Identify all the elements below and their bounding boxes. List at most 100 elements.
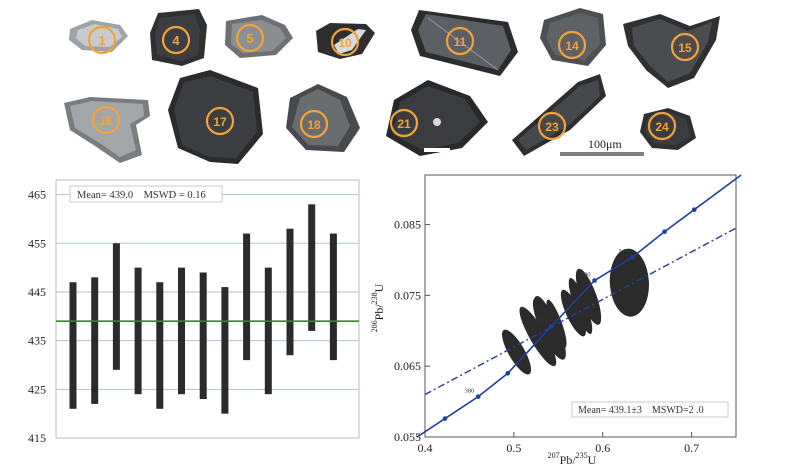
grain-label-ring <box>557 30 587 60</box>
zircon-grain: 23 <box>512 74 606 156</box>
grain-label: 23 <box>545 120 559 134</box>
zircon-grain: 16 <box>64 97 150 163</box>
y-tick-label: 435 <box>28 334 46 348</box>
grain-label: 16 <box>99 114 113 128</box>
age-marker <box>548 324 554 329</box>
data-ellipse <box>568 277 593 335</box>
grain-label: 14 <box>565 39 579 53</box>
data-ellipse <box>519 306 557 367</box>
age-bar <box>199 272 207 400</box>
x-tick-label: 0.4 <box>418 441 433 455</box>
legend-box <box>571 401 729 418</box>
grain-label-ring <box>647 111 677 141</box>
zircon-grain: 21 <box>386 80 488 156</box>
grain-label-ring <box>670 32 700 62</box>
x-axis-label: 207Pb/235U <box>548 451 597 465</box>
scale-bar <box>560 152 644 156</box>
axis-ticks: 0.4 0.5 0.6 0.7 0.055 0.065 0.075 0.085 <box>394 218 699 455</box>
x-tick-label: 0.5 <box>506 441 521 455</box>
age-bar <box>112 243 120 370</box>
y-tick-label: 0.055 <box>394 430 421 444</box>
y-tick-label: 465 <box>28 188 46 202</box>
data-ellipse <box>502 329 532 375</box>
grain-label: 24 <box>655 120 669 134</box>
weighted-mean-chart: 415 425 435 445 455 465 Mean= 439.0 MSWD = 0.… <box>28 179 360 445</box>
grain-label-ring <box>330 27 360 57</box>
grain-label-ring <box>235 23 265 53</box>
data-ellipse <box>546 299 567 348</box>
grain-label-ring <box>389 108 419 138</box>
age-bar <box>286 228 294 356</box>
y-tick-label: 0.085 <box>394 218 421 232</box>
concordia-age-markers: 380 460 500 540 <box>442 207 697 421</box>
age-marker <box>505 370 511 376</box>
data-ellipse <box>533 296 557 345</box>
y-tick-label: 0.065 <box>394 359 421 373</box>
age-label: 380 <box>464 388 474 395</box>
grain-label: 10 <box>338 36 352 50</box>
zircon-grain: 24 <box>640 108 696 150</box>
grain-label: 21 <box>397 117 411 131</box>
age-marker <box>592 278 597 283</box>
age-bar <box>156 282 164 409</box>
concordia-chart: 0.4 0.5 0.6 0.7 0.055 0.065 0.075 0.085 380 460 5… <box>370 174 742 465</box>
y-tick-label: 445 <box>28 285 46 299</box>
grain-label-ring <box>537 111 567 141</box>
grain-label: 15 <box>678 41 692 55</box>
age-bar <box>221 287 229 414</box>
age-bar <box>178 267 185 395</box>
grain-label-ring <box>87 25 117 55</box>
age-bar <box>329 233 337 361</box>
zircon-grain: 1 <box>69 20 128 55</box>
x-tick-label: 0.7 <box>684 441 699 455</box>
zircon-grain: 4 <box>150 9 207 66</box>
zircon-grain: 18 <box>286 84 360 152</box>
scale-bar-label: 100μm <box>588 137 622 151</box>
y-tick-label: 0.075 <box>394 288 421 302</box>
y-tick-label: 425 <box>28 382 46 396</box>
age-bar <box>243 233 251 361</box>
y-tick-labels: 415 425 435 445 455 465 <box>28 188 46 445</box>
grain-label-ring <box>445 26 475 56</box>
age-label: 500 <box>581 272 591 279</box>
legend-box <box>69 185 223 203</box>
y-tick-label: 415 <box>28 431 46 445</box>
concordia-curve <box>416 174 742 438</box>
grain-label-ring <box>299 109 329 139</box>
grain-label: 4 <box>172 33 180 48</box>
regression-line <box>424 227 737 396</box>
grain-label-ring <box>91 105 121 135</box>
age-bar <box>69 282 77 409</box>
grain-label: 5 <box>246 31 253 46</box>
grain-label: 11 <box>454 35 467 49</box>
age-bar <box>91 277 99 404</box>
grain-label: 18 <box>307 118 321 132</box>
age-label: 540 <box>619 248 629 255</box>
grain-label: 1 <box>98 33 105 48</box>
zircon-grain: 14 <box>540 8 606 66</box>
zircon-cl-panel: 1 4 5 10 11 <box>64 8 720 164</box>
zircon-grain: 11 <box>411 10 518 76</box>
grain-label-ring <box>205 106 235 136</box>
age-marker <box>691 207 697 212</box>
y-axis-label: 206Pb/238U <box>370 283 386 332</box>
data-ellipse <box>560 289 586 337</box>
legend-text: Mean= 439.1±3 MSWD=2 .0 <box>578 405 704 416</box>
data-ellipse <box>575 268 602 325</box>
age-marker <box>662 229 667 234</box>
zircon-grain: 5 <box>225 15 293 58</box>
age-marker <box>475 394 481 399</box>
age-bar <box>264 267 272 395</box>
age-bar <box>308 204 316 331</box>
zircon-grain: 15 <box>623 14 720 88</box>
age-bars <box>69 204 337 414</box>
zircon-grain: 10 <box>316 23 375 59</box>
age-marker <box>442 416 448 421</box>
zircon-grain: 17 <box>168 70 263 164</box>
grain-label-ring <box>161 25 191 55</box>
legend-text: Mean= 439.0 MSWD = 0.16 <box>77 190 206 201</box>
grain-label: 17 <box>213 115 227 129</box>
age-marker <box>630 254 635 260</box>
age-label: 460 <box>537 318 547 325</box>
